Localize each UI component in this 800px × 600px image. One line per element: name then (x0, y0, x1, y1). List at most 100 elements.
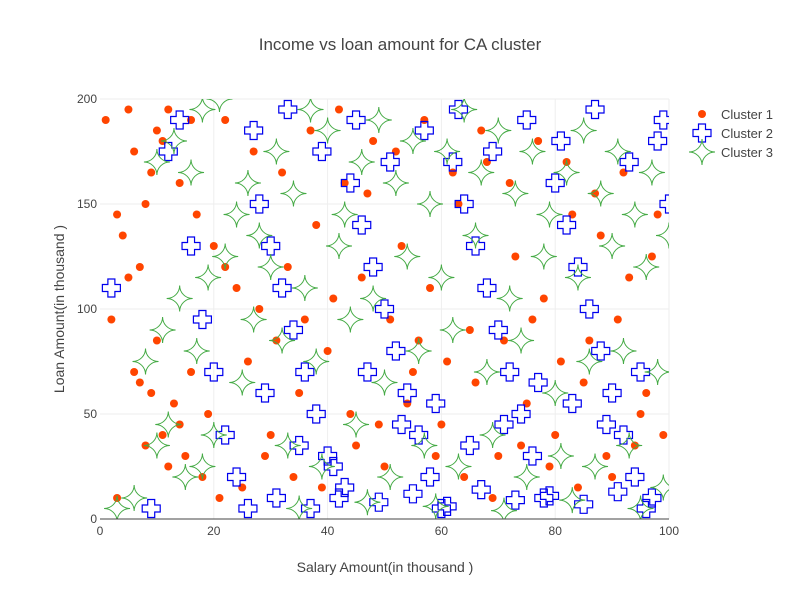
data-point (585, 336, 594, 345)
legend-item-1[interactable]: Cluster 1 (698, 107, 773, 122)
data-point (318, 446, 338, 466)
data-point (215, 425, 235, 445)
data-point (278, 99, 298, 120)
data-point (152, 336, 161, 345)
data-point (348, 148, 375, 176)
data-point (371, 369, 398, 396)
data-point (454, 200, 463, 208)
data-point (212, 243, 239, 270)
legend-label: Cluster 1 (721, 107, 773, 122)
data-point (101, 116, 110, 124)
data-point (130, 368, 139, 376)
data-point (568, 210, 577, 219)
data-point (465, 236, 486, 256)
data-point (249, 147, 258, 156)
legend-item-2[interactable]: Cluster 2 (692, 123, 773, 143)
data-point (340, 173, 360, 193)
y-tick-label: 200 (77, 92, 97, 106)
data-point (522, 446, 543, 466)
data-point (460, 435, 480, 456)
data-point (528, 372, 548, 393)
data-point (630, 362, 651, 382)
grid-lines (100, 98, 670, 519)
data-point (266, 488, 286, 508)
data-point (570, 117, 597, 144)
data-point (397, 242, 406, 250)
data-point (644, 358, 669, 386)
data-point (160, 127, 188, 155)
data-point (354, 489, 381, 516)
data-point (659, 431, 668, 439)
data-point (329, 294, 338, 303)
data-point (200, 421, 227, 449)
data-point (562, 393, 582, 414)
data-point (204, 410, 213, 418)
data-point (331, 201, 358, 228)
data-point (297, 99, 324, 123)
data-point (460, 473, 469, 481)
data-point (121, 484, 148, 512)
data-point (374, 299, 395, 319)
data-point (394, 243, 421, 270)
data-point (426, 284, 435, 292)
data-point (420, 467, 440, 487)
data-point (352, 215, 372, 235)
data-point (488, 494, 497, 502)
data-point (181, 236, 201, 256)
data-point (130, 147, 139, 156)
legend-label: Cluster 3 (721, 145, 773, 160)
data-point (283, 263, 292, 271)
data-point (280, 180, 307, 207)
x-tick-label: 60 (435, 524, 449, 538)
data-point (325, 232, 353, 260)
data-point (479, 421, 506, 449)
y-tick-label: 100 (77, 302, 97, 316)
data-point (170, 110, 190, 130)
data-point (369, 492, 389, 512)
data-point (596, 414, 617, 435)
data-point (437, 420, 446, 429)
data-point (147, 168, 156, 177)
data-point (289, 435, 309, 456)
data-point (178, 159, 205, 186)
data-point (312, 141, 332, 162)
data-point (579, 378, 588, 387)
data-point (445, 453, 472, 480)
data-point (363, 189, 372, 198)
data-point (397, 383, 417, 403)
data-point (314, 117, 341, 144)
data-point (647, 252, 656, 261)
data-point (599, 232, 626, 260)
data-point (152, 126, 161, 135)
data-point (411, 432, 438, 459)
x-tick-label: 100 (659, 524, 679, 538)
data-point (653, 110, 669, 130)
data-point (636, 498, 656, 519)
data-point (522, 399, 531, 408)
data-point (610, 337, 637, 365)
data-point (556, 357, 565, 366)
data-point (494, 452, 503, 460)
data-point (585, 99, 605, 120)
data-point (653, 210, 662, 219)
data-point (642, 389, 651, 397)
data-point (545, 462, 554, 471)
data-point (124, 273, 133, 282)
data-point (377, 463, 404, 491)
data-point (519, 138, 546, 165)
data-point (189, 99, 216, 123)
data-point (602, 383, 622, 403)
data-point (329, 488, 349, 508)
legend-marker (692, 123, 712, 143)
data-point (426, 393, 446, 414)
data-point (195, 264, 222, 291)
data-point (483, 141, 503, 162)
data-point (238, 483, 247, 492)
data-point (352, 441, 361, 450)
data-point (172, 463, 199, 491)
legend-label: Cluster 2 (721, 126, 773, 141)
data-point (143, 148, 170, 176)
data-point (621, 201, 648, 228)
legend-item-3[interactable]: Cluster 3 (688, 138, 773, 166)
data-point (269, 327, 296, 354)
